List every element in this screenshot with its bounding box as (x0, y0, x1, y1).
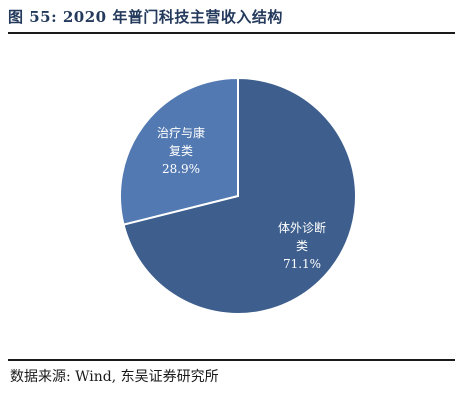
pie-slice-0 (122, 76, 357, 315)
slice-value-label: 28.9% (162, 162, 200, 176)
top-divider (8, 32, 455, 34)
slice-category-label: 体外诊断 (278, 220, 326, 235)
bottom-divider (8, 359, 455, 361)
slice-label-1: 治疗与康复类 28.9% (157, 125, 205, 176)
pie-slice-1 (119, 76, 239, 226)
slice-value-label: 71.1% (283, 257, 321, 271)
pie-chart: 体外诊断类 71.1% 治疗与康复类 28.9% (119, 76, 357, 315)
data-source-note: 数据来源: Wind, 东吴证券研究所 (10, 369, 219, 385)
slice-category-label: 治疗与康 (157, 125, 205, 140)
pie-labels: 体外诊断类 71.1% 治疗与康复类 28.9% (157, 125, 326, 271)
slice-label-0: 体外诊断类 71.1% (278, 220, 326, 271)
slice-category-label: 类 (296, 239, 308, 253)
slice-category-label: 复类 (169, 144, 193, 158)
page-title: 图 55: 2020 年普门科技主营收入结构 (8, 8, 283, 26)
pie-slices (119, 76, 357, 315)
